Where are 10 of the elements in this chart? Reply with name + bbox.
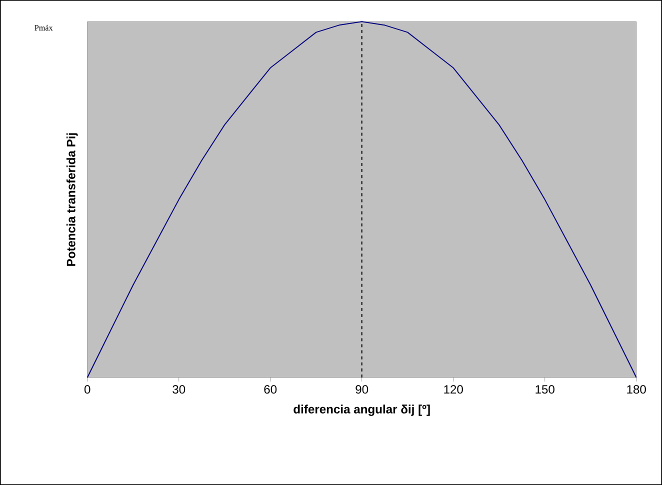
y-axis-title: Potencia transferida Pij	[66, 133, 78, 266]
x-tick-label: 150	[536, 385, 554, 394]
x-tick-label: 0	[84, 385, 90, 394]
x-tick-label: 30	[172, 385, 186, 394]
x-tick-label: 180	[627, 385, 646, 394]
x-tick-label: 60	[264, 385, 277, 394]
text: Pmáx	[34, 24, 53, 30]
x-tick-label: 120	[444, 385, 463, 394]
x-axis-title: diferencia angular δij [º]	[294, 404, 430, 416]
x-tick-label: 90	[356, 385, 368, 394]
